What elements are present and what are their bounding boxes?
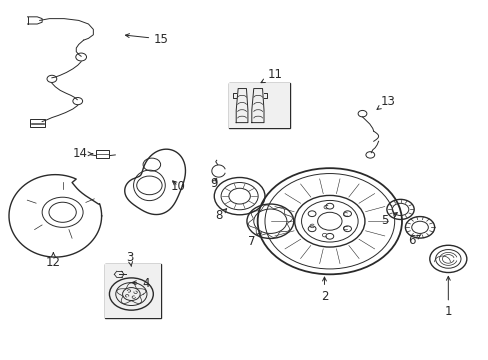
Text: 3: 3 (126, 251, 133, 266)
Text: 10: 10 (170, 180, 185, 193)
Text: 13: 13 (376, 95, 395, 109)
Text: 2: 2 (320, 277, 327, 303)
Bar (228, 83, 289, 128)
Bar (104, 264, 160, 318)
Text: 5: 5 (381, 213, 397, 228)
Bar (228, 83, 289, 128)
Text: 11: 11 (261, 68, 282, 83)
Text: 12: 12 (46, 253, 61, 269)
Text: 7: 7 (247, 233, 261, 248)
Text: 4: 4 (132, 277, 149, 290)
Text: 14: 14 (72, 147, 93, 160)
Text: 8: 8 (215, 209, 226, 222)
Text: 9: 9 (210, 177, 217, 190)
Text: 1: 1 (444, 276, 451, 319)
Text: 15: 15 (125, 32, 169, 46)
Bar (30, 119, 44, 127)
Text: 6: 6 (407, 234, 420, 247)
Bar (96, 150, 109, 158)
Bar (104, 264, 160, 318)
